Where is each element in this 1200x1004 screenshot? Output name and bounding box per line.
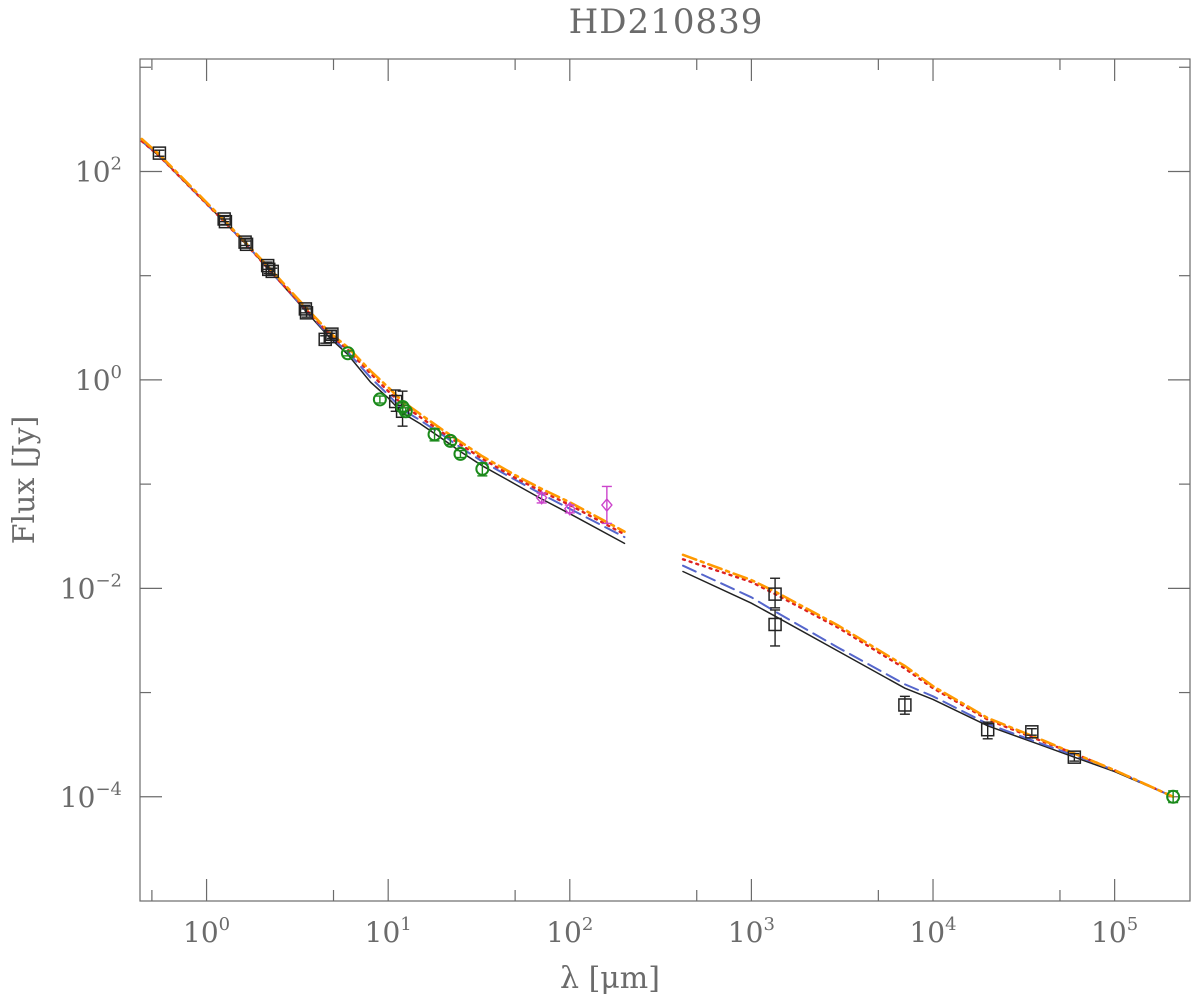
chart-title: HD210839 <box>569 2 764 42</box>
x-tick-labels: 100 101 102 103 104 105 <box>183 914 1138 949</box>
data-point-square <box>980 721 995 740</box>
x-axis-label: λ [μm] <box>560 961 660 996</box>
observed-points <box>152 146 1181 804</box>
y-tick-label: 10−2 <box>60 570 122 605</box>
data-point-diamond <box>535 490 548 505</box>
x-tick-label: 103 <box>728 914 775 949</box>
data-point-diamond <box>563 501 576 516</box>
data-point-circle <box>443 433 458 448</box>
x-tick-label: 104 <box>909 914 956 949</box>
y-tick-label: 100 <box>75 362 122 397</box>
data-point-square <box>265 264 280 279</box>
y-tick-labels: 102 100 10−2 10−4 <box>60 153 122 813</box>
data-point-square <box>1025 725 1039 739</box>
axis-ticks <box>140 59 1190 901</box>
data-point-circle <box>1166 789 1181 804</box>
data-point-square <box>299 306 314 320</box>
model-line-dotted <box>140 140 626 536</box>
model-line-dashed <box>682 564 1175 798</box>
model-curves <box>140 137 1175 799</box>
x-tick-label: 102 <box>546 914 593 949</box>
data-point-circle <box>427 427 442 442</box>
x-tick-label: 100 <box>183 914 230 949</box>
y-tick-label: 10−4 <box>60 779 122 814</box>
data-point-square <box>898 695 912 715</box>
data-point-square <box>152 146 167 160</box>
data-point-diamond <box>600 485 613 525</box>
model-line-dotted <box>681 558 1175 798</box>
x-tick-label: 105 <box>1091 914 1138 949</box>
data-point-circle <box>475 461 490 477</box>
y-axis-label: Flux [Jy] <box>7 416 42 545</box>
model-line-solid <box>141 140 626 545</box>
model-line-solid <box>682 570 1174 798</box>
model-line-dashed <box>140 140 626 539</box>
data-point-square <box>1067 750 1082 764</box>
x-tick-label: 101 <box>365 914 412 949</box>
data-point-circle <box>372 392 387 407</box>
plot-frame <box>139 58 1191 902</box>
data-point-square <box>768 609 782 647</box>
data-point-circle <box>398 404 413 419</box>
data-point-square <box>218 214 233 229</box>
model-line-dashdot <box>140 137 626 533</box>
data-point-circle <box>340 346 355 361</box>
data-point-square <box>325 327 339 341</box>
model-line-dashdot <box>681 553 1175 799</box>
data-point-square <box>768 577 782 609</box>
y-tick-label: 102 <box>75 153 122 188</box>
data-point-square <box>239 237 254 252</box>
data-point-circle <box>453 446 468 461</box>
